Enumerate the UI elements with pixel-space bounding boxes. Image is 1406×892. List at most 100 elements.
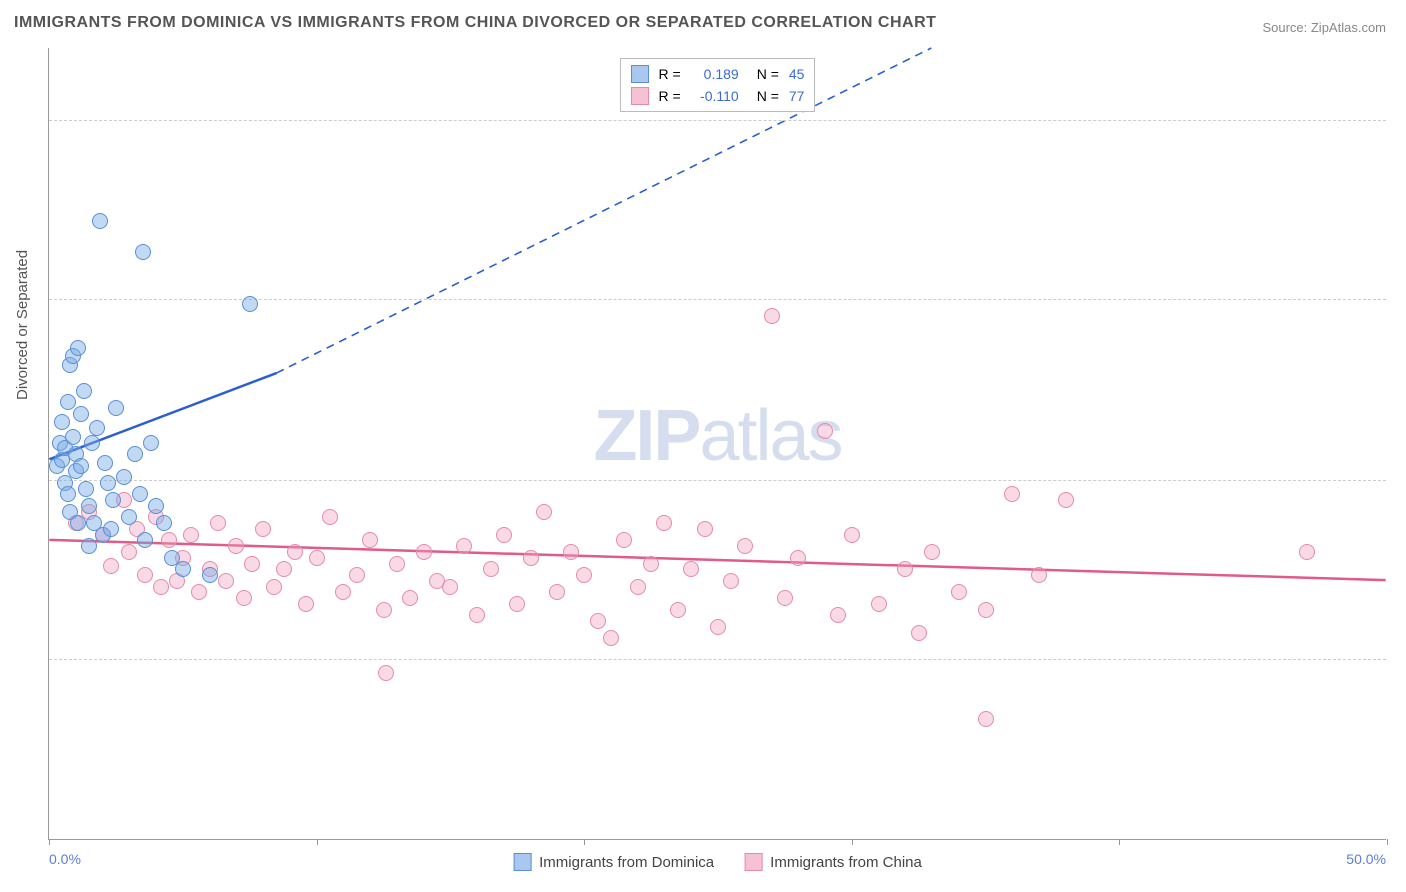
china-point [509,596,525,612]
dominica-point [81,538,97,554]
china-point [817,423,833,439]
china-point [576,567,592,583]
dominica-point [105,492,121,508]
china-point [362,532,378,548]
china-point [276,561,292,577]
china-point [255,521,271,537]
china-point [1031,567,1047,583]
china-point [616,532,632,548]
series-legend-item: Immigrants from China [744,853,922,871]
dominica-point [97,455,113,471]
dominica-point [73,406,89,422]
swatch-icon [513,853,531,871]
china-point [298,596,314,612]
china-point [978,711,994,727]
china-point [442,579,458,595]
x-tick-mark [852,839,853,845]
china-point [1299,544,1315,560]
china-point [309,550,325,566]
china-point [978,602,994,618]
china-point [402,590,418,606]
n-label: N = [757,66,779,82]
dominica-point [84,435,100,451]
china-point [683,561,699,577]
china-point [376,602,392,618]
y-tick-label: 6.3% [1393,650,1406,666]
dominica-point [143,435,159,451]
dominica-point [108,400,124,416]
correlation-legend: R = 0.189 N = 45 R = -0.110 N = 77 [620,58,816,112]
china-point [1004,486,1020,502]
china-point [191,584,207,600]
china-point [723,573,739,589]
n-value: 77 [789,88,805,104]
dominica-point [135,244,151,260]
chart-title: IMMIGRANTS FROM DOMINICA VS IMMIGRANTS F… [14,14,936,32]
china-point [897,561,913,577]
gridline [49,480,1386,481]
dominica-point [60,394,76,410]
china-point [137,567,153,583]
china-point [630,579,646,595]
series-legend: Immigrants from Dominica Immigrants from… [513,853,922,871]
watermark-bold: ZIP [593,395,699,475]
correlation-legend-row: R = 0.189 N = 45 [631,63,805,85]
swatch-icon [744,853,762,871]
china-point [790,550,806,566]
dominica-point [116,469,132,485]
china-point [496,527,512,543]
china-point [103,558,119,574]
china-point [1058,492,1074,508]
r-label: R = [659,66,681,82]
y-tick-label: 12.5% [1393,471,1406,487]
china-point [483,561,499,577]
china-point [549,584,565,600]
china-point [777,590,793,606]
china-point [469,607,485,623]
r-label: R = [659,88,681,104]
china-point [121,544,137,560]
china-point [416,544,432,560]
x-axis-min-label: 0.0% [49,851,81,867]
china-point [335,584,351,600]
dominica-point [89,420,105,436]
china-point [210,515,226,531]
dominica-point [175,561,191,577]
china-point [737,538,753,554]
x-tick-mark [1119,839,1120,845]
dominica-point [92,213,108,229]
correlation-legend-row: R = -0.110 N = 77 [631,85,805,107]
china-point [830,607,846,623]
china-point [456,538,472,554]
china-point [349,567,365,583]
china-point [236,590,252,606]
china-point [951,584,967,600]
china-point [670,602,686,618]
dominica-point [73,458,89,474]
r-value: 0.189 [691,66,739,82]
china-point [643,556,659,572]
dominica-point [78,481,94,497]
dominica-point [100,475,116,491]
china-point [523,550,539,566]
china-point [710,619,726,635]
china-point [911,625,927,641]
series-label: Immigrants from Dominica [539,854,714,871]
china-point [161,532,177,548]
china-point [656,515,672,531]
y-tick-label: 25.0% [1393,111,1406,127]
china-point [322,509,338,525]
gridline [49,120,1386,121]
china-point [244,556,260,572]
china-point [697,521,713,537]
china-point [924,544,940,560]
watermark: ZIPatlas [593,394,841,476]
dominica-point [148,498,164,514]
china-point [764,308,780,324]
dominica-point [137,532,153,548]
dominica-point [70,515,86,531]
x-tick-mark [49,839,50,845]
y-tick-label: 18.8% [1393,290,1406,306]
china-point [844,527,860,543]
series-legend-item: Immigrants from Dominica [513,853,714,871]
